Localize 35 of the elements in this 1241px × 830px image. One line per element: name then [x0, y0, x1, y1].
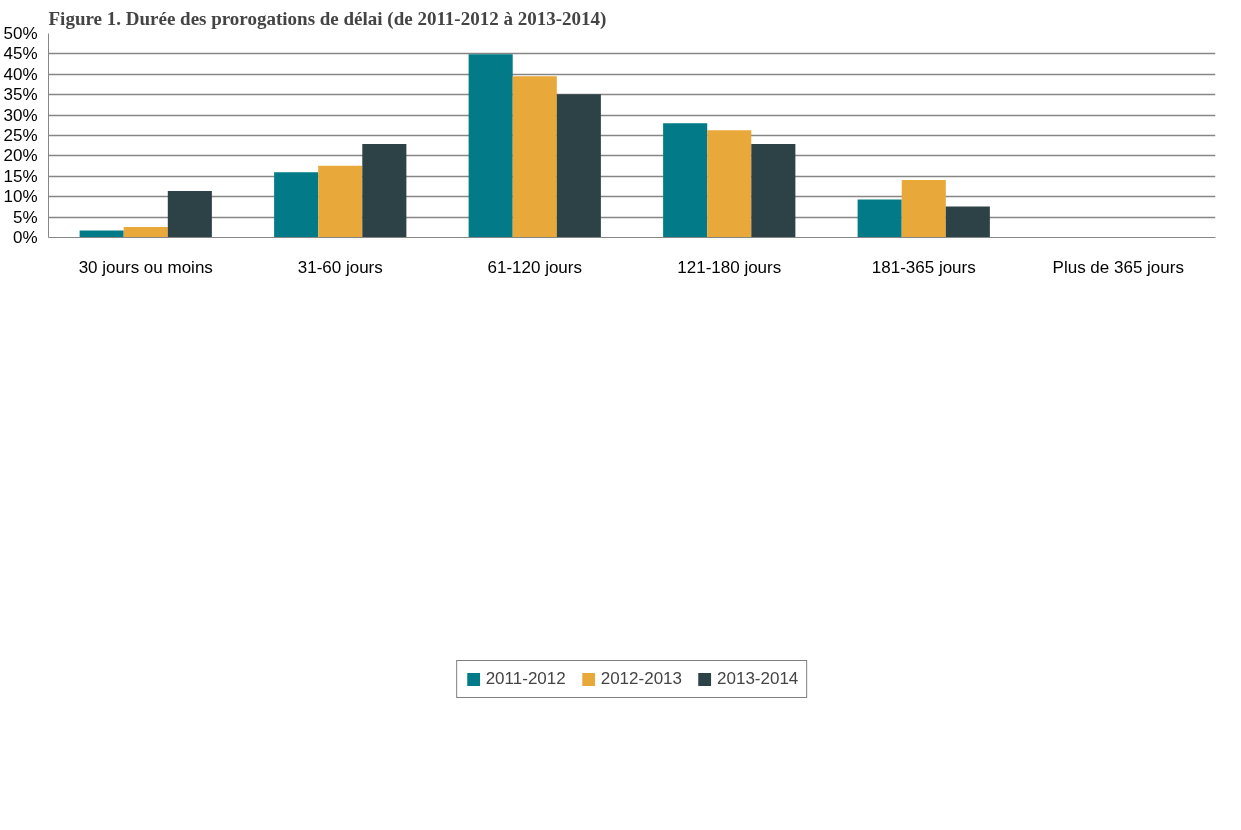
- bar: [167, 190, 212, 238]
- y-tick-label: 40%: [3, 64, 38, 84]
- legend-label: 2012-2013: [600, 669, 683, 689]
- bar: [318, 165, 363, 238]
- x-tick-label: 61-120 jours: [487, 257, 583, 277]
- bar: [857, 199, 902, 238]
- bar: [556, 94, 601, 238]
- y-tick-label: 30%: [3, 105, 38, 125]
- bar: [901, 179, 946, 238]
- y-tick-label: 45%: [3, 44, 38, 64]
- y-tick-label: 5%: [12, 207, 38, 227]
- x-tick-label: 121-180 jours: [677, 257, 782, 277]
- y-tick-label: 15%: [3, 166, 38, 186]
- y-tick-label: 50%: [3, 24, 38, 43]
- bar: [123, 226, 168, 238]
- bar: [274, 172, 319, 238]
- x-tick-label: 31-60 jours: [297, 257, 383, 277]
- legend-label: 2013-2014: [717, 669, 799, 689]
- bar: [663, 123, 708, 238]
- x-tick-label: 181-365 jours: [871, 257, 976, 277]
- bar: [512, 76, 557, 238]
- bar: [468, 54, 513, 238]
- bar: [751, 144, 796, 238]
- y-tick-label: 0%: [12, 228, 38, 247]
- bar: [362, 144, 407, 238]
- x-tick-label: Plus de 365 jours: [1052, 257, 1184, 277]
- legend-label: 2011-2012: [485, 669, 566, 689]
- bar: [945, 206, 990, 238]
- bar: [707, 130, 752, 238]
- y-tick-label: 10%: [3, 187, 38, 207]
- y-tick-label: 35%: [3, 85, 38, 105]
- chart-title: Figure 1. Durée des prorogations de délai (de 2011-2012 à 2013-2014): [48, 7, 607, 30]
- x-tick-label: 30 jours ou moins: [78, 257, 213, 277]
- y-tick-label: 25%: [3, 126, 38, 145]
- y-tick-label: 20%: [3, 146, 38, 166]
